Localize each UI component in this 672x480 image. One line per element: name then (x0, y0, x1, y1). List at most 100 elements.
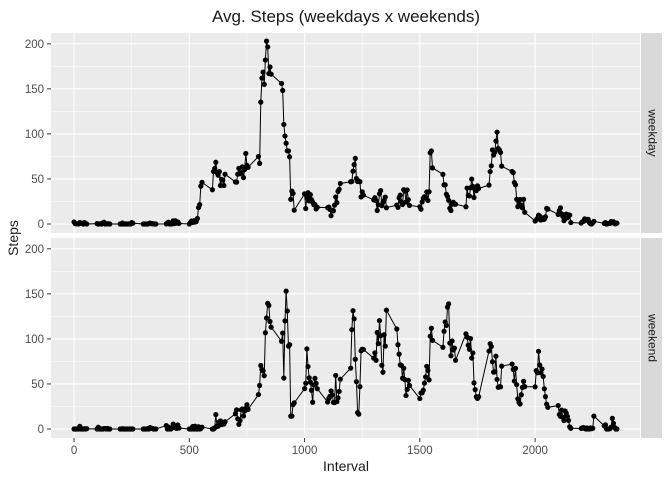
data-point (471, 380, 477, 386)
data-point (614, 426, 620, 432)
data-point (285, 148, 292, 154)
data-point (467, 335, 474, 342)
data-point (488, 163, 494, 169)
data-point (512, 182, 519, 188)
data-point (591, 413, 597, 419)
data-point (360, 192, 366, 198)
data-point (405, 377, 411, 383)
data-point (290, 190, 296, 197)
data-point (265, 44, 271, 50)
data-point (376, 318, 383, 324)
data-point (492, 149, 498, 155)
data-point (499, 363, 505, 369)
data-point (446, 197, 452, 203)
data-point (352, 356, 358, 362)
data-point (383, 205, 390, 211)
data-point (512, 365, 519, 371)
facet-label-weekend: weekend (645, 313, 659, 362)
data-point (259, 75, 265, 81)
data-point (258, 99, 264, 105)
data-point (404, 386, 410, 393)
data-point (291, 400, 297, 406)
data-point (466, 193, 473, 199)
data-point (245, 406, 251, 412)
data-point (357, 179, 363, 185)
data-point (283, 288, 289, 294)
data-point (379, 362, 385, 368)
data-point (428, 148, 434, 154)
data-point (442, 182, 448, 188)
data-point (222, 171, 228, 177)
data-point (520, 196, 527, 202)
data-point (266, 302, 272, 308)
data-point (561, 417, 567, 424)
data-point (380, 369, 386, 375)
data-point (452, 357, 459, 363)
data-point (303, 205, 309, 212)
data-point (314, 386, 320, 392)
data-point (199, 179, 205, 185)
data-point (463, 204, 469, 210)
data-point (353, 379, 360, 385)
data-point (509, 361, 515, 367)
y-tick-label: 200 (25, 39, 44, 51)
data-point (591, 218, 597, 224)
data-point (267, 318, 273, 325)
data-point (337, 376, 343, 382)
data-point (401, 365, 407, 371)
data-point (564, 413, 570, 420)
data-point (406, 202, 413, 209)
data-point (565, 417, 572, 424)
data-point (451, 345, 458, 351)
data-point (396, 351, 402, 357)
data-point (287, 154, 293, 160)
data-point (301, 386, 308, 392)
data-point (176, 425, 182, 431)
x-tick-label: 500 (180, 445, 199, 457)
data-point (305, 363, 311, 370)
data-point (590, 425, 596, 431)
data-point (472, 387, 478, 393)
data-point (278, 338, 285, 344)
data-point (307, 379, 313, 385)
data-point (378, 187, 384, 194)
data-point (216, 169, 222, 175)
data-point (351, 316, 357, 322)
data-point (426, 189, 432, 195)
data-point (471, 194, 477, 201)
data-point (84, 426, 90, 432)
data-point (334, 200, 340, 206)
data-point (429, 337, 436, 343)
data-point (394, 326, 400, 332)
data-point (494, 129, 500, 135)
panels: 0 50 100 150 200 weekday 0 50 100 150 200 weekend (25, 33, 662, 438)
data-point (288, 196, 294, 202)
y-axis-title: Steps (5, 220, 21, 256)
y-tick-label: 0 (38, 219, 44, 231)
data-point (443, 322, 449, 328)
data-point (280, 330, 286, 336)
data-point (522, 384, 528, 390)
data-point (257, 160, 263, 166)
series-points-weekday (71, 38, 620, 227)
data-point (395, 204, 401, 210)
facet-strip (641, 238, 662, 438)
data-point (289, 413, 295, 419)
x-axis-title: Interval (323, 458, 369, 474)
data-point (262, 57, 268, 63)
data-point (360, 346, 366, 353)
data-point (466, 346, 473, 352)
data-point (469, 176, 475, 182)
y-tick-label: 50 (31, 174, 44, 186)
panel-weekday: 0 50 100 150 200 weekday (25, 33, 662, 233)
data-point (333, 194, 339, 200)
data-point (405, 197, 411, 203)
data-point (403, 392, 409, 399)
data-point (130, 426, 136, 432)
y-tick-label: 50 (31, 379, 44, 391)
data-point (287, 342, 293, 348)
data-point (328, 213, 334, 219)
data-point (446, 301, 452, 307)
data-point (539, 366, 545, 372)
